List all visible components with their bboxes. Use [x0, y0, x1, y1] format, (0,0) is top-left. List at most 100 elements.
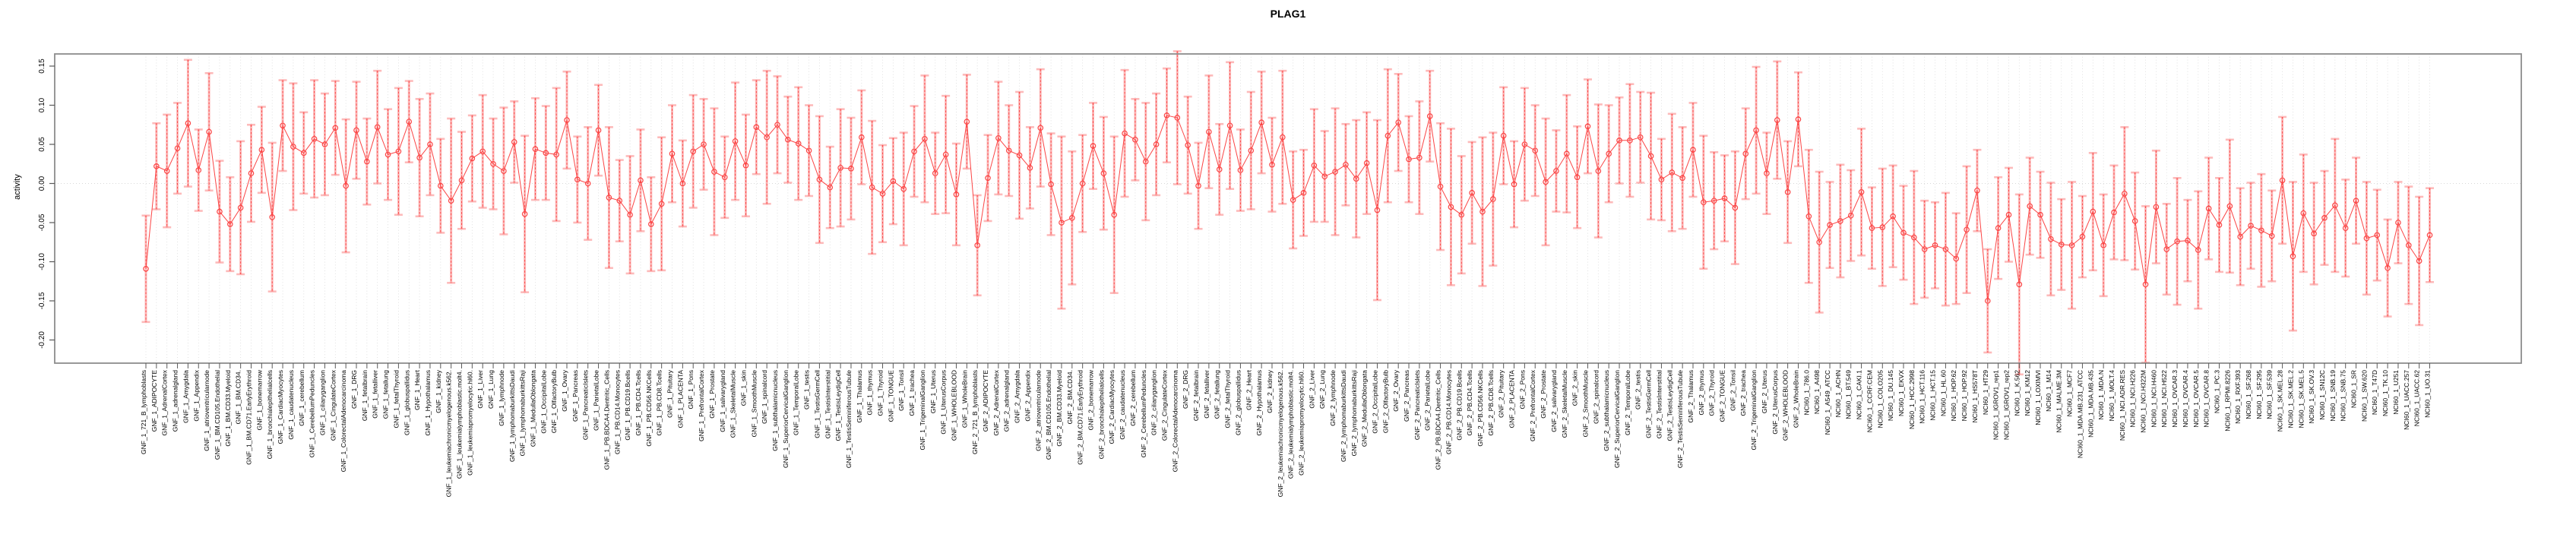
x-tick-label: GNF_1_spinalcord — [761, 370, 768, 424]
x-tick-label: GNF_1_caudatenucleus — [287, 370, 295, 440]
x-tick-label: GNF_1_skin — [739, 370, 747, 406]
x-tick-label: GNF_2_CingulateCortex — [1160, 369, 1168, 441]
data-point — [353, 127, 359, 134]
x-tick-label: GNF_1_testis — [803, 370, 811, 409]
data-point — [395, 148, 402, 155]
x-tick-label: GNF_2_fetalThyroid — [1224, 370, 1232, 428]
x-tick-label: GNF_2_SuperiorCervicalGanglion — [1613, 370, 1621, 468]
data-point — [2290, 253, 2296, 260]
x-tick-label: NCI60_1_PC.3 — [2213, 370, 2220, 413]
x-tick-label: GNF_1_lymphomaburkittsRaji — [519, 370, 527, 456]
data-point — [1521, 141, 1528, 147]
data-point — [1995, 225, 2002, 232]
x-tick-label: GNF_2_Pancreas — [1403, 370, 1410, 422]
data-point — [385, 151, 391, 158]
data-point — [1984, 298, 1991, 304]
x-tick-label: NCI60_1_OVCAR.5 — [2192, 370, 2200, 428]
data-point — [1321, 173, 1328, 180]
data-point — [1069, 215, 1075, 221]
x-tick-label: GNF_2_TONGUE — [1719, 370, 1726, 422]
x-tick-label: GNF_1_BM.CD105.Endothelial — [214, 370, 221, 460]
data-point — [2153, 204, 2160, 210]
data-point — [1921, 246, 1928, 252]
data-point — [1701, 199, 1707, 206]
data-point — [2037, 211, 2043, 218]
x-tick-label: GNF_1_SmoothMuscle — [750, 370, 758, 438]
x-tick-label: GNF_1_leukemiachronicmyelogenous.k562. — [445, 370, 453, 497]
data-point — [1637, 134, 1644, 141]
data-point — [1185, 142, 1191, 148]
x-tick-label: GNF_2_BM.CD105.Endothelial — [1045, 370, 1052, 460]
data-point — [1311, 163, 1318, 169]
data-point — [753, 124, 760, 131]
x-tick-label: GNF_2_PB.BDCA4.Dentritic_Cells — [1435, 370, 1442, 470]
data-point — [1048, 181, 1054, 188]
data-point — [1500, 132, 1507, 139]
data-point — [1437, 183, 1444, 190]
x-tick-label: GNF_1_fetalThyroid — [392, 370, 400, 428]
x-tick-label: GNF_2_Thyroid — [1708, 370, 1716, 416]
x-tick-label: GNF_2_Tonsil — [1729, 370, 1736, 411]
data-point — [1827, 222, 1833, 228]
x-tick-label: NCI60_1_HOP.62 — [1950, 370, 1957, 422]
x-tick-label: GNF_1_BM.CD34. — [235, 370, 242, 424]
x-tick-label: NCI60_1_OVCAR.3 — [2171, 370, 2179, 428]
x-tick-label: NCI60_1_NCI.H460 — [2150, 370, 2157, 428]
x-tick-label: GNF_2_Hypothalamus — [1255, 370, 1263, 435]
x-tick-label: NCI60_1_HCC.2998 — [1908, 370, 1916, 429]
data-point — [321, 141, 328, 147]
x-tick-label: GNF_2_lymphomaburkittsRaji — [1350, 370, 1358, 456]
x-tick-label: GNF_1_Thalamus — [856, 370, 863, 422]
data-point — [1658, 176, 1665, 183]
data-point — [932, 170, 938, 176]
data-point — [2353, 198, 2359, 204]
x-tick-label: GNF_1_MedullaOblongata — [529, 370, 536, 447]
data-point — [711, 169, 717, 175]
data-point — [837, 165, 843, 171]
x-tick-label: GNF_1_Liver — [476, 370, 484, 409]
data-point — [300, 150, 307, 157]
data-point — [616, 198, 623, 204]
data-point — [1953, 255, 1960, 262]
data-point — [2258, 227, 2264, 234]
data-point — [564, 117, 570, 123]
x-tick-label: GNF_1_TemporalLobe — [793, 370, 800, 435]
data-point — [1627, 138, 1633, 144]
x-tick-label: GNF_2_ADIPOCYTE — [982, 370, 989, 432]
data-point — [890, 178, 897, 185]
x-tick-label: NCI60_1_EKVX — [1897, 370, 1905, 416]
data-point — [458, 177, 465, 184]
x-tick-label: GNF_1_AdrenalCortex — [161, 369, 169, 435]
data-point — [1395, 119, 1401, 125]
x-tick-label: NCI60_1_SNB.19 — [2329, 370, 2337, 422]
data-point — [2005, 211, 2012, 218]
data-point — [521, 210, 528, 217]
x-tick-label: GNF_1_SuperiorCervicalGanglion — [782, 370, 790, 468]
data-point — [185, 120, 191, 126]
x-tick-label: NCI60_1_SR — [2350, 370, 2358, 408]
x-tick-label: GNF_2_SmoothMuscle — [1581, 370, 1589, 438]
error-bars — [141, 50, 2434, 376]
x-tick-label: GNF_2_Lung — [1318, 370, 1326, 409]
data-point — [1869, 225, 1875, 232]
data-point — [2385, 264, 2391, 271]
x-tick-label: NCI60_1_UO.31 — [2424, 370, 2432, 418]
x-tick-label: NCI60_1_HT29 — [1982, 370, 1989, 415]
data-point — [1879, 224, 1886, 230]
data-point — [1059, 220, 1065, 226]
x-tick-label: NCI60_1_SF.295 — [2255, 370, 2263, 419]
data-point — [1153, 141, 1160, 147]
x-tick-label: GNF_1_CingulateCortex — [329, 369, 337, 441]
x-tick-label: GNF_1_Prostate — [708, 370, 716, 419]
x-tick-label: GNF_1_BM.CD33.Myeloid — [224, 370, 232, 447]
data-point — [1090, 143, 1097, 149]
y-axis: 0.15 0.10 0.05 0.00 -0.05 -0.10 -0.15 -0.20 — [38, 58, 55, 349]
x-tick-label: NCI60_1_OVCAR.8 — [2203, 370, 2210, 428]
x-tick-label: GNF_1_subthalamicnucleus — [771, 370, 779, 451]
data-point — [1280, 134, 1286, 141]
x-tick-label: NCI60_1_CCRF.CEM — [1866, 370, 1873, 432]
data-point — [1553, 168, 1559, 174]
data-point — [1206, 128, 1212, 135]
x-tick-label: GNF_2_TestisSeminiferousTubule — [1676, 370, 1684, 468]
